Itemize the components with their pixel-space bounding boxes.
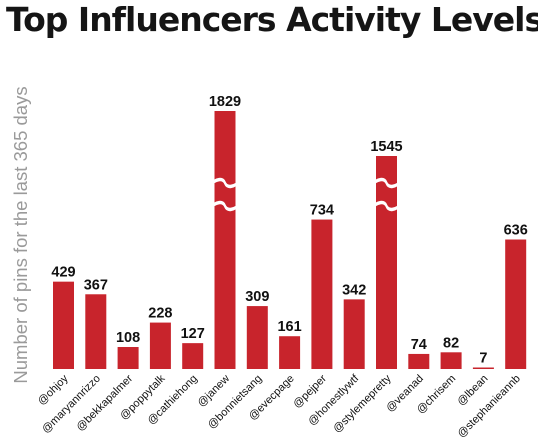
bar-chrisem (440, 352, 462, 369)
bar-janew (214, 111, 236, 369)
bar-bonnietsang (246, 306, 268, 369)
value-label-evecpage: 161 (277, 319, 301, 335)
bar-bekkapalmer (117, 347, 139, 369)
bar-maryannrizzo (85, 294, 107, 369)
bar-evecpage (279, 336, 301, 369)
value-label-chrisem: 82 (443, 335, 459, 351)
value-label-bekkapalmer: 108 (116, 330, 140, 346)
axis-break-mark-janew-1 (207, 177, 243, 189)
x-tick-label-bekkapalmer: @bekkapalmer (74, 372, 135, 433)
value-label-lbean: 7 (479, 351, 487, 367)
bar-ohjoy (53, 281, 74, 369)
value-label-pejper: 734 (310, 203, 334, 219)
bar-poppytalk (149, 322, 171, 369)
bar-veanad (408, 353, 430, 369)
value-label-veanad: 74 (411, 337, 427, 353)
value-label-janew: 1829 (209, 94, 241, 110)
axis-break-mark-janew-2 (207, 200, 243, 212)
axis-break-mark-stylemepretty-2 (369, 200, 404, 212)
value-label-cathiehong: 127 (181, 326, 205, 342)
value-label-maryannrizzo: 367 (84, 277, 108, 293)
chart-title: Top Influencers Activity Levels (6, 0, 538, 39)
value-label-honestlywtf: 342 (342, 282, 366, 298)
value-label-stylemepretty: 1545 (370, 139, 402, 155)
bar-cathiehong (182, 343, 204, 369)
value-label-poppytalk: 228 (148, 306, 172, 322)
value-label-ohjoy: 429 (51, 265, 75, 281)
bar-stephanieannb (505, 239, 527, 369)
x-tick-label-maryannrizzo: @maryannrizzo (40, 373, 103, 436)
bar-honestlywtf (343, 299, 365, 369)
x-tick-label-stylemepretty: @stylemepretty (331, 372, 394, 435)
value-label-stephanieannb: 636 (504, 223, 528, 239)
bar-stylemepretty (376, 156, 397, 369)
value-label-bonnietsang: 309 (245, 289, 269, 305)
bar-lbean (472, 367, 494, 369)
x-tick-label-stephanieannb: @stephanieannb (455, 373, 522, 440)
axis-break-mark-stylemepretty-1 (369, 177, 404, 189)
bar-pejper (311, 219, 333, 369)
